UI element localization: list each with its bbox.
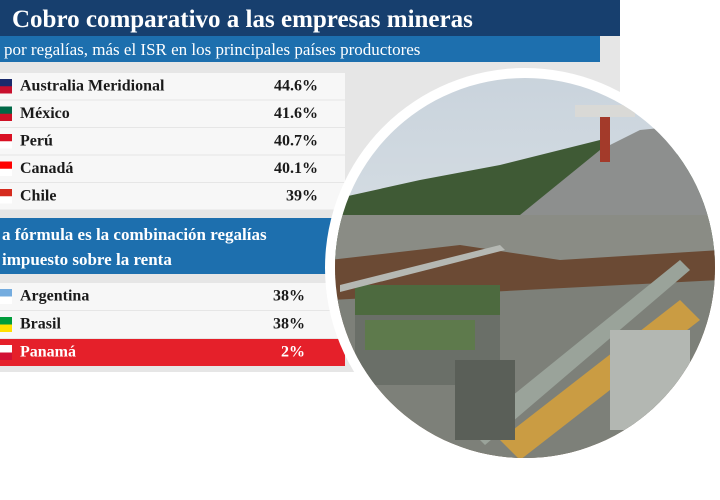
- flag: [0, 86, 12, 94]
- photo: [335, 78, 715, 458]
- country: Argentina: [20, 288, 89, 305]
- flag: [0, 168, 12, 176]
- row-bg: [0, 183, 345, 210]
- country: Canadá: [20, 160, 73, 177]
- country: Perú: [20, 132, 53, 149]
- row-bg: [0, 73, 345, 100]
- flag: [0, 296, 12, 304]
- section-band: [0, 218, 345, 274]
- value: 39%: [286, 187, 318, 204]
- country: Brasil: [20, 316, 61, 333]
- value: 41.6%: [274, 105, 318, 122]
- flag: [0, 352, 12, 360]
- value: 44.6%: [274, 77, 318, 94]
- section-line: a fórmula es la combinación regalías: [2, 225, 267, 244]
- row-bg: [0, 311, 345, 338]
- value: 40.7%: [274, 132, 318, 149]
- value: 40.1%: [274, 160, 318, 177]
- row-bg: [0, 283, 345, 310]
- title: Cobro comparativo a las empresas mineras: [12, 6, 473, 33]
- flag: [0, 141, 12, 149]
- flag: [0, 196, 12, 204]
- row-bg: [0, 339, 345, 366]
- country: Panamá: [20, 344, 76, 361]
- value: 38%: [273, 288, 305, 305]
- country: Australia Meridional: [20, 77, 165, 94]
- flag: [0, 113, 12, 121]
- title-band: [0, 0, 620, 36]
- section-line: impuesto sobre la renta: [2, 250, 172, 269]
- row-bg: [0, 155, 345, 182]
- subtitle-band: [0, 36, 600, 62]
- value: 2%: [281, 344, 305, 361]
- row-bg: [0, 128, 345, 155]
- country: Chile: [20, 187, 56, 204]
- flag: [0, 324, 12, 332]
- value: 38%: [273, 316, 305, 333]
- country: México: [20, 105, 70, 122]
- subtitle: por regalías, más el ISR en los principa…: [4, 40, 420, 59]
- row-bg: [0, 100, 345, 127]
